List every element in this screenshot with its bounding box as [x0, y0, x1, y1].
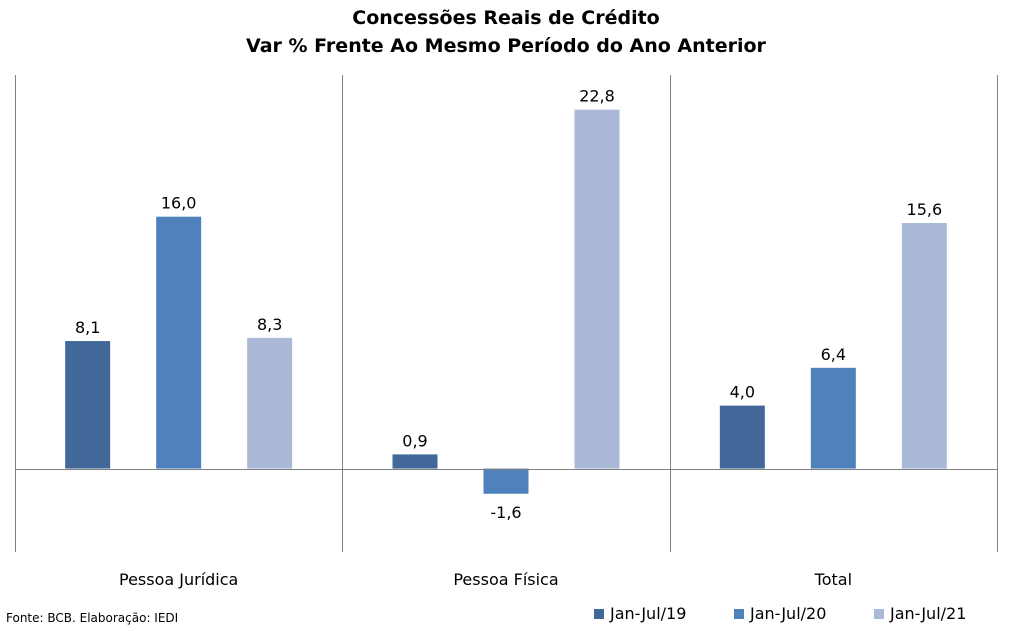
bar-total-jan-jul-21: [901, 222, 947, 469]
legend: Jan-Jul/19 Jan-Jul/20 Jan-Jul/21: [0, 603, 1012, 625]
legend-swatch-jan-jul-21: [874, 609, 884, 619]
bar-pessoa-fisica-jan-jul-21: [574, 109, 620, 469]
bar-pessoa-juridica-jan-jul-19: [65, 341, 111, 469]
chart-title: Concessões Reais de Crédito: [352, 7, 660, 29]
bar-pessoa-fisica-jan-jul-20: [483, 468, 529, 494]
data-label-pessoa-fisica-jan-jul-19: 0,9: [402, 431, 427, 450]
legend-item-jan-jul-19: Jan-Jul/19: [594, 603, 686, 625]
data-label-pessoa-juridica-jan-jul-21: 8,3: [257, 315, 282, 334]
bar-pessoa-juridica-jan-jul-21: [247, 337, 293, 469]
category-label-total: Total: [814, 570, 852, 589]
data-label-pessoa-fisica-jan-jul-21: 22,8: [579, 87, 615, 106]
data-label-total-jan-jul-20: 6,4: [821, 345, 846, 364]
data-label-pessoa-juridica-jan-jul-20: 16,0: [161, 194, 197, 213]
data-label-pessoa-fisica-jan-jul-20: -1,6: [490, 503, 521, 522]
data-label-total-jan-jul-19: 4,0: [730, 383, 755, 402]
chart-subtitle: Var % Frente Ao Mesmo Período do Ano Ant…: [246, 35, 766, 57]
bar-pessoa-juridica-jan-jul-20: [156, 216, 202, 469]
bar-total-jan-jul-19: [719, 405, 765, 469]
category-label-pessoa-juridica: Pessoa Jurídica: [119, 570, 238, 589]
data-label-total-jan-jul-21: 15,6: [907, 200, 943, 219]
bar-total-jan-jul-20: [810, 367, 856, 469]
legend-item-jan-jul-20: Jan-Jul/20: [734, 603, 826, 625]
bar-pessoa-fisica-jan-jul-19: [392, 454, 438, 469]
data-label-pessoa-juridica-jan-jul-19: 8,1: [75, 318, 100, 337]
category-label-pessoa-fisica: Pessoa Física: [453, 570, 558, 589]
legend-label-jan-jul-21: Jan-Jul/21: [890, 604, 967, 623]
source-note: Fonte: BCB. Elaboração: IEDI: [6, 611, 179, 625]
legend-swatch-jan-jul-19: [594, 609, 604, 619]
legend-item-jan-jul-21: Jan-Jul/21: [874, 603, 966, 625]
legend-swatch-jan-jul-20: [734, 609, 744, 619]
legend-label-jan-jul-19: Jan-Jul/19: [610, 604, 687, 623]
legend-label-jan-jul-20: Jan-Jul/20: [750, 604, 827, 623]
